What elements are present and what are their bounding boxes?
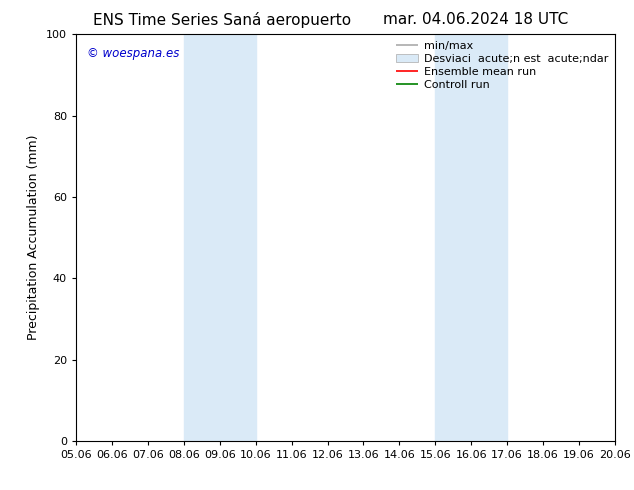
Y-axis label: Precipitation Accumulation (mm): Precipitation Accumulation (mm) xyxy=(27,135,41,341)
Text: mar. 04.06.2024 18 UTC: mar. 04.06.2024 18 UTC xyxy=(383,12,568,27)
Text: © woespana.es: © woespana.es xyxy=(87,47,179,59)
Text: ENS Time Series Saná aeropuerto: ENS Time Series Saná aeropuerto xyxy=(93,12,351,28)
Bar xyxy=(184,34,256,441)
Legend: min/max, Desviaci  acute;n est  acute;ndar, Ensemble mean run, Controll run: min/max, Desviaci acute;n est acute;ndar… xyxy=(393,38,612,93)
Bar xyxy=(436,34,507,441)
